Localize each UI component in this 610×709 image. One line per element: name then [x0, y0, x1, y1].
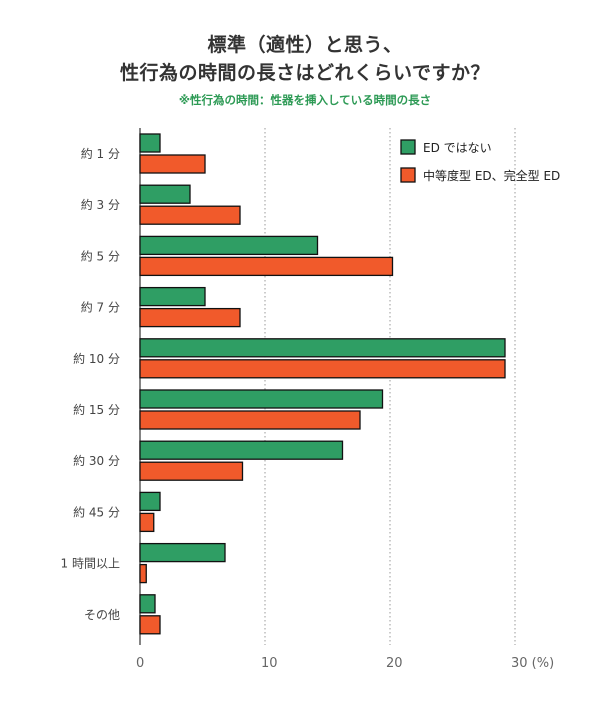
category-label: 約 7 分 — [81, 300, 120, 315]
x-tick-label: 10 — [261, 656, 278, 671]
category-label: その他 — [84, 608, 120, 622]
bar — [139, 542, 226, 563]
category-label: 約 1 分 — [81, 146, 120, 161]
bar — [139, 256, 394, 277]
bar — [139, 307, 241, 328]
category-label: 1 時間以上 — [61, 557, 120, 571]
category-label: 約 10 分 — [73, 351, 120, 366]
category-label: 約 45 分 — [73, 504, 120, 519]
bar — [139, 133, 161, 153]
bar — [139, 338, 506, 358]
x-tick-label: 20 — [386, 656, 403, 671]
chart-title-line1: 標準（適性）と思う、 — [207, 34, 403, 56]
legend-swatch — [400, 167, 416, 183]
bar — [139, 615, 161, 635]
bar — [139, 410, 361, 430]
chart-title-line2: 性行為の時間の長さはどれくらいですか？ — [120, 62, 490, 84]
legend-swatch — [400, 139, 416, 155]
legend-label: ED ではない — [423, 141, 492, 155]
bar — [139, 461, 244, 481]
x-tick-label: 30 (%) — [511, 656, 554, 671]
bar — [139, 235, 319, 256]
bar — [139, 491, 161, 512]
category-label: 約 5 分 — [81, 248, 120, 263]
bar — [139, 563, 147, 584]
category-label: 約 30 分 — [73, 453, 120, 468]
chart-subtitle: ※性行為の時間：性器を挿入している時間の長さ — [178, 93, 432, 107]
bar — [139, 389, 384, 409]
bar — [139, 594, 156, 614]
bar — [139, 440, 344, 460]
bar — [139, 286, 206, 307]
bar — [139, 205, 241, 225]
category-label: 約 15 分 — [73, 402, 120, 417]
bar — [139, 184, 191, 204]
bar — [139, 154, 206, 174]
bar — [139, 512, 155, 533]
x-tick-label: 0 — [136, 656, 144, 671]
bar — [139, 359, 506, 379]
category-label: 約 3 分 — [81, 197, 120, 212]
legend-label: 中等度型 ED、完全型 ED — [423, 168, 560, 183]
